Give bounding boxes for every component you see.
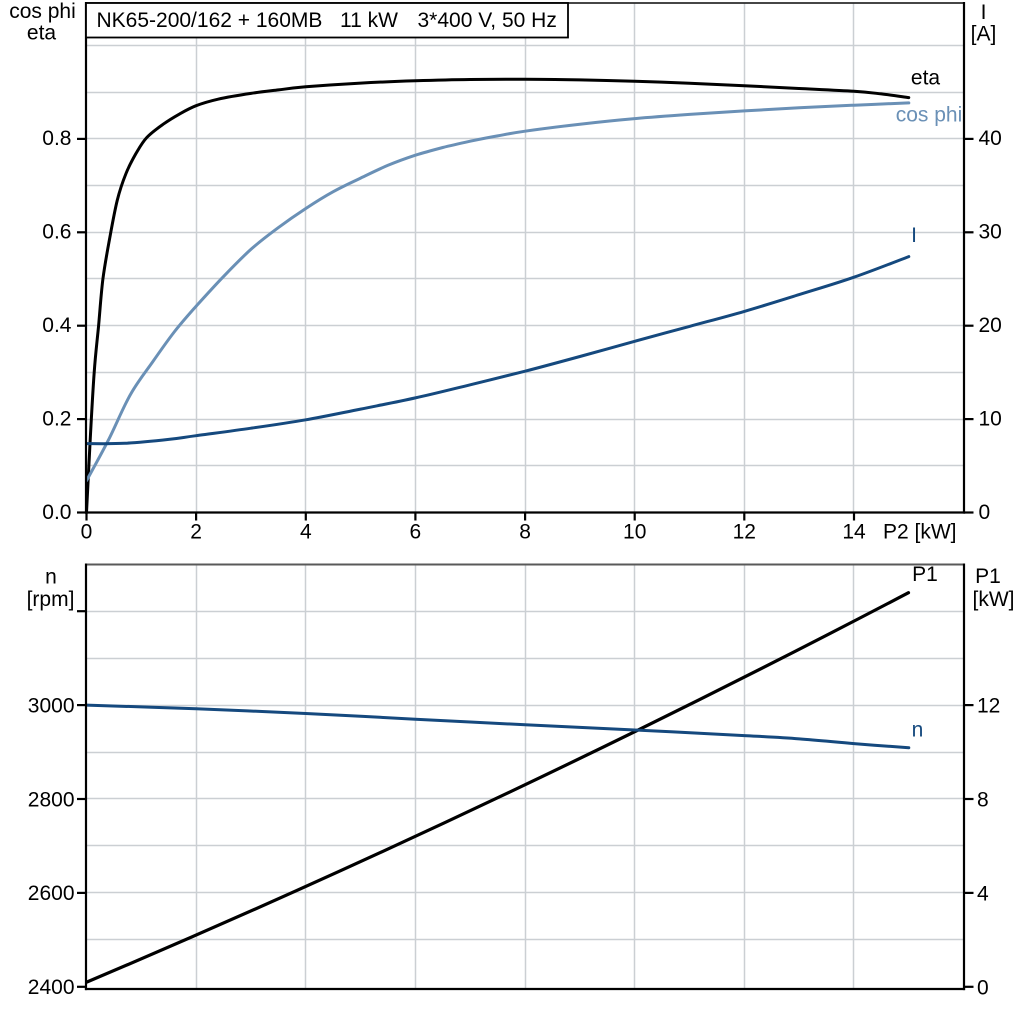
svg-text:I: I [911, 224, 917, 247]
svg-text:[rpm]: [rpm] [27, 588, 75, 611]
svg-text:6: 6 [410, 521, 422, 544]
svg-text:12: 12 [733, 521, 756, 544]
svg-text:20: 20 [979, 314, 1002, 337]
svg-text:eta: eta [911, 67, 941, 90]
svg-text:4: 4 [300, 521, 312, 544]
svg-text:14: 14 [842, 521, 866, 544]
svg-text:[A]: [A] [971, 23, 997, 46]
svg-text:3000: 3000 [28, 694, 75, 717]
svg-text:12: 12 [977, 695, 1000, 718]
svg-text:0.8: 0.8 [42, 127, 71, 150]
svg-text:4: 4 [977, 882, 989, 905]
svg-text:11 kW: 11 kW [340, 9, 398, 32]
svg-text:n: n [912, 719, 924, 742]
svg-text:2600: 2600 [28, 882, 75, 905]
svg-text:cos phi: cos phi [9, 0, 76, 23]
svg-text:0.4: 0.4 [42, 314, 72, 337]
svg-text:cos phi: cos phi [896, 104, 963, 127]
svg-text:P1: P1 [975, 565, 1001, 588]
svg-text:0: 0 [979, 501, 991, 524]
svg-text:30: 30 [979, 221, 1002, 244]
svg-text:40: 40 [979, 127, 1002, 150]
svg-text:8: 8 [519, 521, 531, 544]
svg-text:8: 8 [977, 789, 989, 812]
svg-text:0.2: 0.2 [42, 407, 71, 430]
svg-text:0: 0 [81, 521, 93, 544]
svg-text:2800: 2800 [28, 788, 75, 811]
svg-text:0.6: 0.6 [42, 221, 71, 244]
svg-text:I: I [981, 1, 987, 24]
svg-text:0: 0 [977, 976, 989, 999]
svg-text:eta: eta [27, 22, 57, 45]
svg-text:P2 [kW]: P2 [kW] [883, 521, 957, 544]
svg-text:NK65-200/162 + 160MB: NK65-200/162 + 160MB [97, 9, 323, 32]
svg-text:3*400 V, 50 Hz: 3*400 V, 50 Hz [418, 9, 557, 32]
svg-text:2: 2 [190, 521, 202, 544]
svg-text:10: 10 [623, 521, 646, 544]
svg-text:P1: P1 [912, 563, 938, 586]
svg-text:[kW]: [kW] [973, 588, 1015, 611]
svg-text:10: 10 [979, 407, 1002, 430]
svg-text:n: n [45, 566, 57, 589]
svg-text:0.0: 0.0 [42, 501, 71, 524]
svg-text:2400: 2400 [28, 976, 75, 999]
